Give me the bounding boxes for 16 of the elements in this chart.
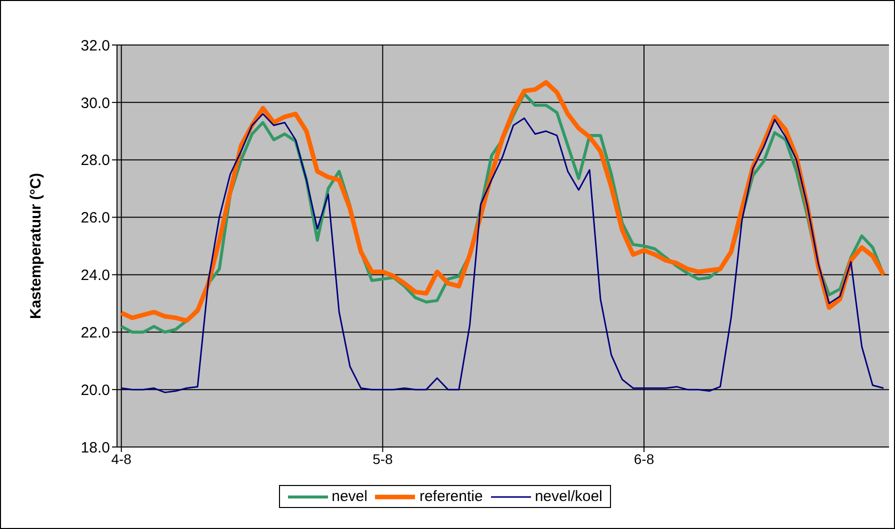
y-tick-label: 20.0 <box>80 382 110 399</box>
y-axis-title: Kastemperatuur (°C) <box>27 172 44 320</box>
line-series <box>120 113 884 394</box>
y-tick-label: 32.0 <box>80 37 110 54</box>
y-tick-label: 18.0 <box>80 439 110 456</box>
y-tick-label: 30.0 <box>80 94 110 112</box>
x-tick-label: 5-8 <box>372 450 394 467</box>
legend-label: nevel <box>332 488 368 505</box>
x-tick-label: 4-8 <box>111 450 132 467</box>
y-tick-label: 22.0 <box>80 324 110 342</box>
legend-label: referentie <box>419 488 483 505</box>
y-tick-label: 26.0 <box>80 210 110 227</box>
y-tick-label: 24.0 <box>80 267 110 284</box>
legend-label: nevel/koel <box>534 488 602 505</box>
y-tick-label: 28.0 <box>80 152 110 170</box>
x-tick-label: 6-8 <box>634 450 654 467</box>
